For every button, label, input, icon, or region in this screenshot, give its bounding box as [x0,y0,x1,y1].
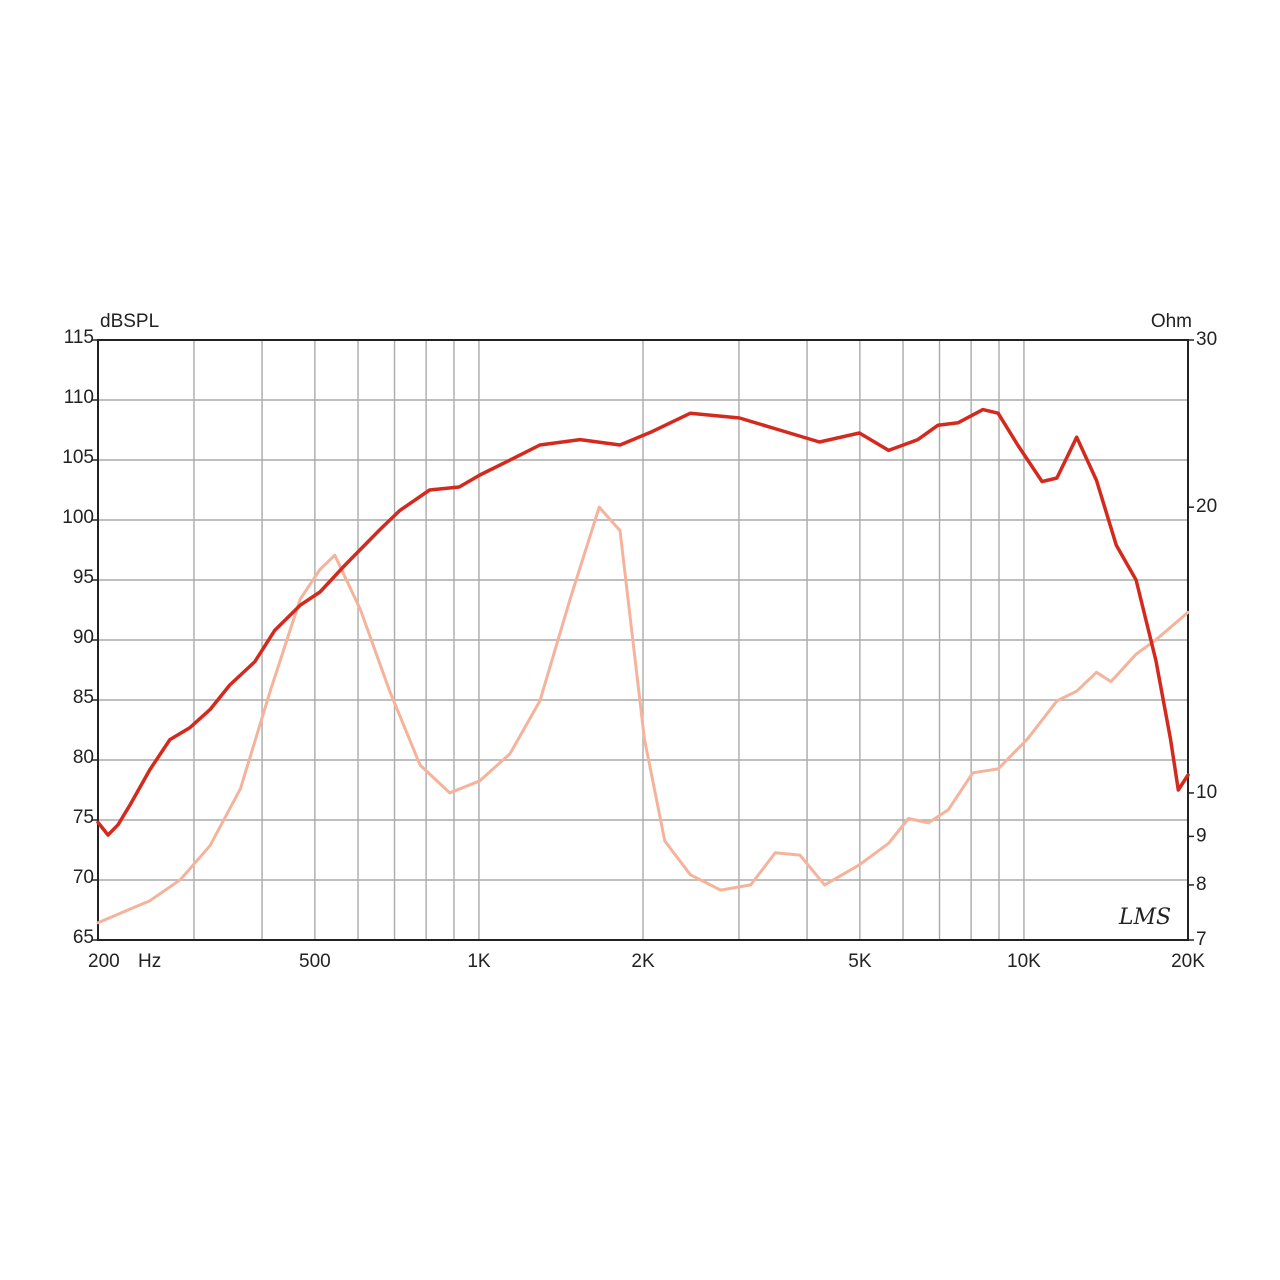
y2-tick-label: 20 [1196,496,1217,517]
y-tick-label: 110 [64,387,94,408]
x-tick-label: 500 [299,951,331,972]
y2-tick-label: 7 [1196,929,1207,950]
y-tick-label: 90 [73,627,94,648]
y-tick-label: 75 [73,807,94,828]
series-line [96,505,1190,925]
y2-axis-label: Ohm [1151,311,1192,332]
x-tick-label: 10K [1007,951,1041,972]
x-tick-label: 2K [631,951,655,972]
y2-tick-label: 10 [1196,782,1217,803]
x-tick-label: 200 [88,951,120,972]
y-tick-label: 80 [73,747,94,768]
y-tick-label: 95 [73,567,94,588]
y-tick-label: 100 [62,507,94,528]
y2-tick-label: 30 [1196,329,1217,350]
x-axis-label: Hz [138,951,161,972]
plot-frame [97,339,1189,941]
y-axis-label: dBSPL [100,311,159,332]
watermark: LMS [1118,905,1171,930]
y-tick-label: 85 [73,687,94,708]
y-tick-label: 105 [62,447,94,468]
y-tick-label: 115 [64,327,94,348]
y-tick-label: 65 [73,927,94,948]
y2-tick-label: 9 [1196,825,1207,846]
y2-tick-label: 8 [1196,874,1207,895]
x-tick-label: 5K [848,951,872,972]
y-tick-label: 70 [73,867,94,888]
x-tick-label: 20K [1171,951,1205,972]
x-tick-label: 1K [467,951,491,972]
series-line [96,407,1190,837]
